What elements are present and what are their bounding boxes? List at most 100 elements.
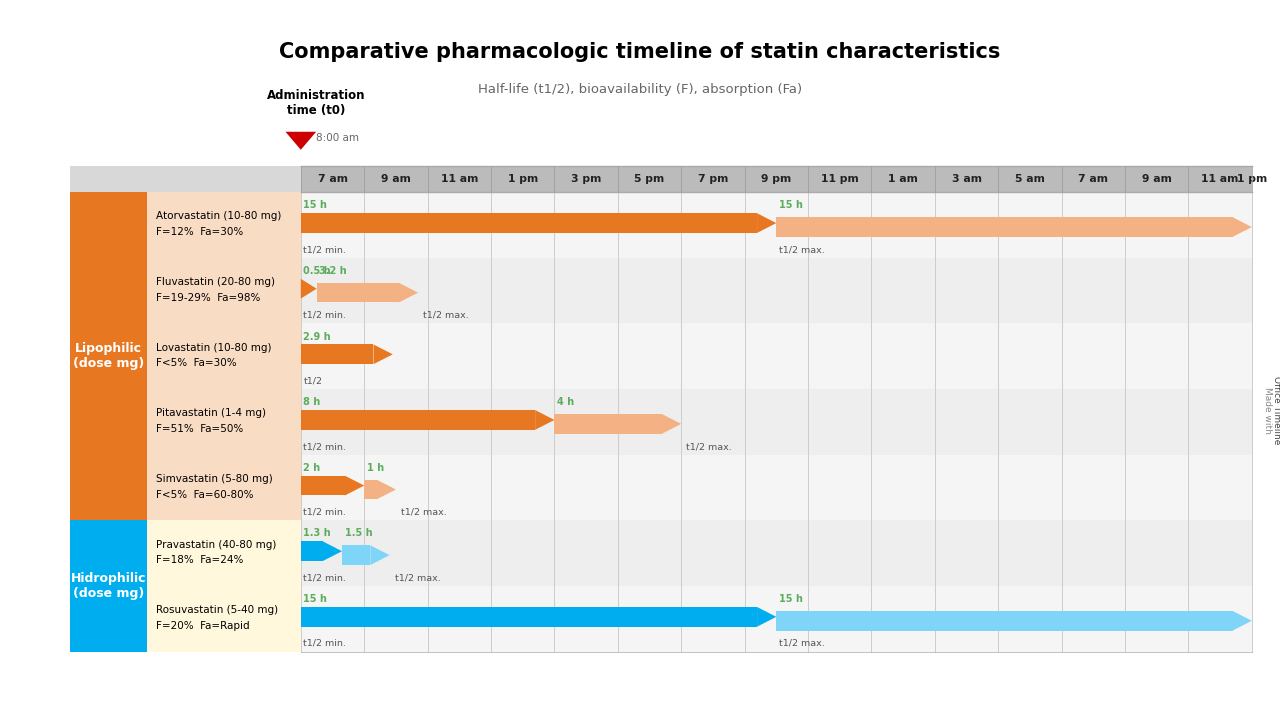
Text: 11 am: 11 am: [440, 174, 477, 184]
Text: t1/2 min.: t1/2 min.: [303, 639, 346, 648]
Polygon shape: [376, 480, 396, 500]
Text: t1/2 min.: t1/2 min.: [303, 573, 346, 582]
Text: 1.5 h: 1.5 h: [344, 528, 372, 539]
Polygon shape: [756, 213, 776, 233]
Bar: [301, 166, 1252, 192]
Bar: [554, 414, 662, 433]
Text: 15 h: 15 h: [303, 594, 328, 604]
Bar: [70, 192, 147, 521]
Bar: [301, 258, 1252, 323]
Polygon shape: [301, 279, 316, 299]
Text: t1/2 max.: t1/2 max.: [686, 442, 732, 451]
Text: Made with: Made with: [1262, 387, 1272, 434]
Text: 1.3 h: 1.3 h: [303, 528, 332, 539]
Text: F<5%  Fa=30%: F<5% Fa=30%: [156, 359, 237, 369]
Text: Comparative pharmacologic timeline of statin characteristics: Comparative pharmacologic timeline of st…: [279, 42, 1001, 62]
Bar: [342, 545, 370, 565]
Text: t1/2 min.: t1/2 min.: [303, 311, 346, 320]
Text: F=12%  Fa=30%: F=12% Fa=30%: [156, 228, 243, 238]
Text: 2 h: 2 h: [303, 463, 320, 473]
Text: t1/2 min.: t1/2 min.: [303, 442, 346, 451]
Bar: [147, 455, 301, 521]
Text: t1/2 max.: t1/2 max.: [401, 508, 447, 517]
Bar: [147, 586, 301, 652]
Polygon shape: [370, 545, 389, 565]
Polygon shape: [285, 132, 316, 150]
Text: Lipophilic
(dose mg): Lipophilic (dose mg): [73, 342, 145, 370]
Bar: [301, 541, 323, 561]
Text: t1/2 max.: t1/2 max.: [424, 311, 468, 320]
Bar: [776, 611, 1233, 631]
Text: Administration
time (t0): Administration time (t0): [268, 89, 365, 117]
Bar: [147, 192, 301, 258]
Text: F=51%  Fa=50%: F=51% Fa=50%: [156, 424, 243, 434]
Bar: [301, 192, 1252, 258]
Bar: [316, 283, 399, 302]
Polygon shape: [344, 476, 365, 495]
Text: Half-life (t1/2), bioavailability (F), absorption (Fa): Half-life (t1/2), bioavailability (F), a…: [477, 84, 803, 96]
Text: 5 am: 5 am: [1015, 174, 1044, 184]
Polygon shape: [374, 344, 393, 364]
Polygon shape: [756, 607, 776, 626]
Bar: [301, 476, 344, 495]
Text: Pravastatin (40-80 mg): Pravastatin (40-80 mg): [156, 539, 276, 549]
Polygon shape: [1233, 611, 1252, 631]
Text: 4 h: 4 h: [557, 397, 575, 408]
Text: Lovastatin (10-80 mg): Lovastatin (10-80 mg): [156, 343, 271, 353]
Text: 8:00 am: 8:00 am: [316, 133, 360, 143]
Text: 1 h: 1 h: [367, 463, 384, 473]
Text: 11 am: 11 am: [1202, 174, 1239, 184]
Text: 8 h: 8 h: [303, 397, 320, 408]
Text: F<5%  Fa=60-80%: F<5% Fa=60-80%: [156, 490, 253, 500]
Bar: [70, 166, 147, 192]
Text: 15 h: 15 h: [780, 594, 803, 604]
Text: t1/2 max.: t1/2 max.: [780, 246, 824, 254]
Text: t1/2 min.: t1/2 min.: [303, 246, 346, 254]
Text: 3.2 h: 3.2 h: [319, 266, 347, 276]
Text: t1/2 max.: t1/2 max.: [780, 639, 824, 648]
Text: 7 am: 7 am: [317, 174, 347, 184]
Bar: [301, 521, 1252, 586]
Text: Office Timeline: Office Timeline: [1271, 377, 1280, 444]
Bar: [301, 389, 1252, 455]
Text: t1/2: t1/2: [303, 377, 323, 385]
Text: 5 pm: 5 pm: [635, 174, 664, 184]
Text: 9 am: 9 am: [1142, 174, 1171, 184]
Bar: [301, 455, 1252, 521]
Text: Rosuvastatin (5-40 mg): Rosuvastatin (5-40 mg): [156, 605, 278, 615]
Text: t1/2 max.: t1/2 max.: [394, 573, 440, 582]
Text: 9 pm: 9 pm: [762, 174, 791, 184]
Text: 3 pm: 3 pm: [571, 174, 602, 184]
Text: 1 am: 1 am: [888, 174, 918, 184]
Text: F=20%  Fa=Rapid: F=20% Fa=Rapid: [156, 621, 250, 631]
Bar: [301, 323, 1252, 389]
Bar: [70, 521, 147, 652]
Polygon shape: [323, 541, 342, 561]
Text: 1 pm: 1 pm: [508, 174, 538, 184]
Text: 11 pm: 11 pm: [820, 174, 859, 184]
Text: 9 am: 9 am: [381, 174, 411, 184]
Bar: [365, 480, 376, 500]
Text: Simvastatin (5-80 mg): Simvastatin (5-80 mg): [156, 474, 273, 484]
Bar: [301, 607, 756, 626]
Text: 2.9 h: 2.9 h: [303, 332, 332, 341]
Text: Hidrophilic
(dose mg): Hidrophilic (dose mg): [72, 572, 146, 600]
Text: Fluvastatin (20-80 mg): Fluvastatin (20-80 mg): [156, 277, 275, 287]
Text: Atorvastatin (10-80 mg): Atorvastatin (10-80 mg): [156, 212, 282, 222]
Polygon shape: [1233, 217, 1252, 237]
Bar: [147, 166, 301, 192]
Bar: [147, 389, 301, 455]
Text: 15 h: 15 h: [780, 200, 803, 210]
Text: 7 am: 7 am: [1078, 174, 1108, 184]
Bar: [147, 323, 301, 389]
Polygon shape: [535, 410, 554, 430]
Bar: [301, 344, 374, 364]
Text: 7 pm: 7 pm: [698, 174, 728, 184]
Text: 15 h: 15 h: [303, 200, 328, 210]
Bar: [301, 586, 1252, 652]
Text: t1/2 min.: t1/2 min.: [303, 508, 346, 517]
Polygon shape: [662, 414, 681, 433]
Bar: [147, 521, 301, 586]
Text: Pitavastatin (1-4 mg): Pitavastatin (1-4 mg): [156, 408, 266, 418]
Bar: [301, 213, 756, 233]
